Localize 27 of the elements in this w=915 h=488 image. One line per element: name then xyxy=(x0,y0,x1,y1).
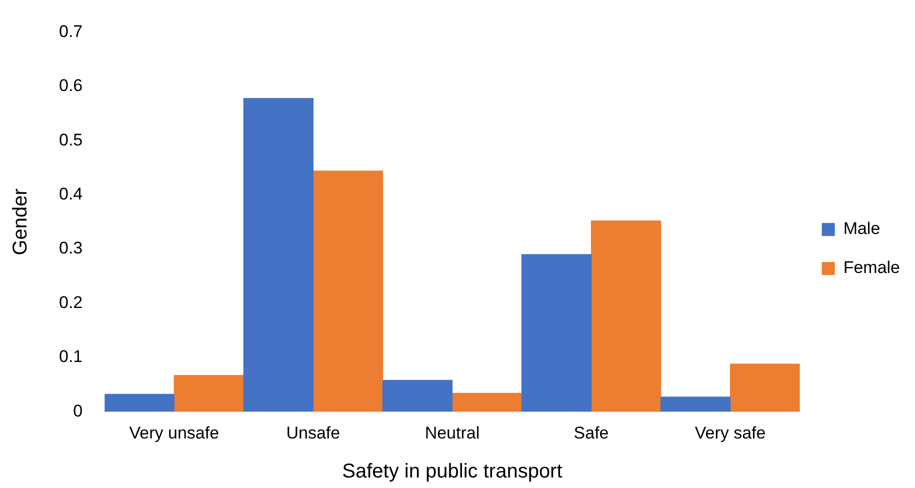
bar xyxy=(452,392,522,412)
bar xyxy=(590,220,662,412)
bar xyxy=(521,254,592,412)
y-tick-label: 0.1 xyxy=(58,347,83,366)
bar xyxy=(730,364,800,412)
x-tick-label: Safe xyxy=(574,423,609,442)
legend-label: Male xyxy=(843,219,880,238)
y-tick-label: 0.5 xyxy=(58,130,83,150)
y-tick-label: 0 xyxy=(73,401,83,420)
y-tick-label: 0.2 xyxy=(58,292,83,312)
legend-label: Female xyxy=(843,258,900,278)
bar xyxy=(243,98,314,412)
x-tick-label: Very safe xyxy=(694,423,766,442)
x-axis-title: Safety in public transport xyxy=(342,460,563,483)
bar xyxy=(104,394,174,412)
x-tick-label: Very unsafe xyxy=(129,423,220,442)
bar xyxy=(312,170,384,412)
y-axis-title: Gender xyxy=(10,188,32,256)
bar xyxy=(660,396,731,412)
bar xyxy=(174,374,244,412)
x-tick-label: Unsafe xyxy=(286,423,340,442)
y-tick-label: 0.6 xyxy=(58,76,83,96)
y-tick-label: 0.3 xyxy=(58,238,83,258)
x-tick-label: Neutral xyxy=(424,423,480,442)
y-tick-label: 0.4 xyxy=(58,184,83,204)
bar xyxy=(382,380,453,412)
y-tick-label: 0.7 xyxy=(58,22,83,41)
